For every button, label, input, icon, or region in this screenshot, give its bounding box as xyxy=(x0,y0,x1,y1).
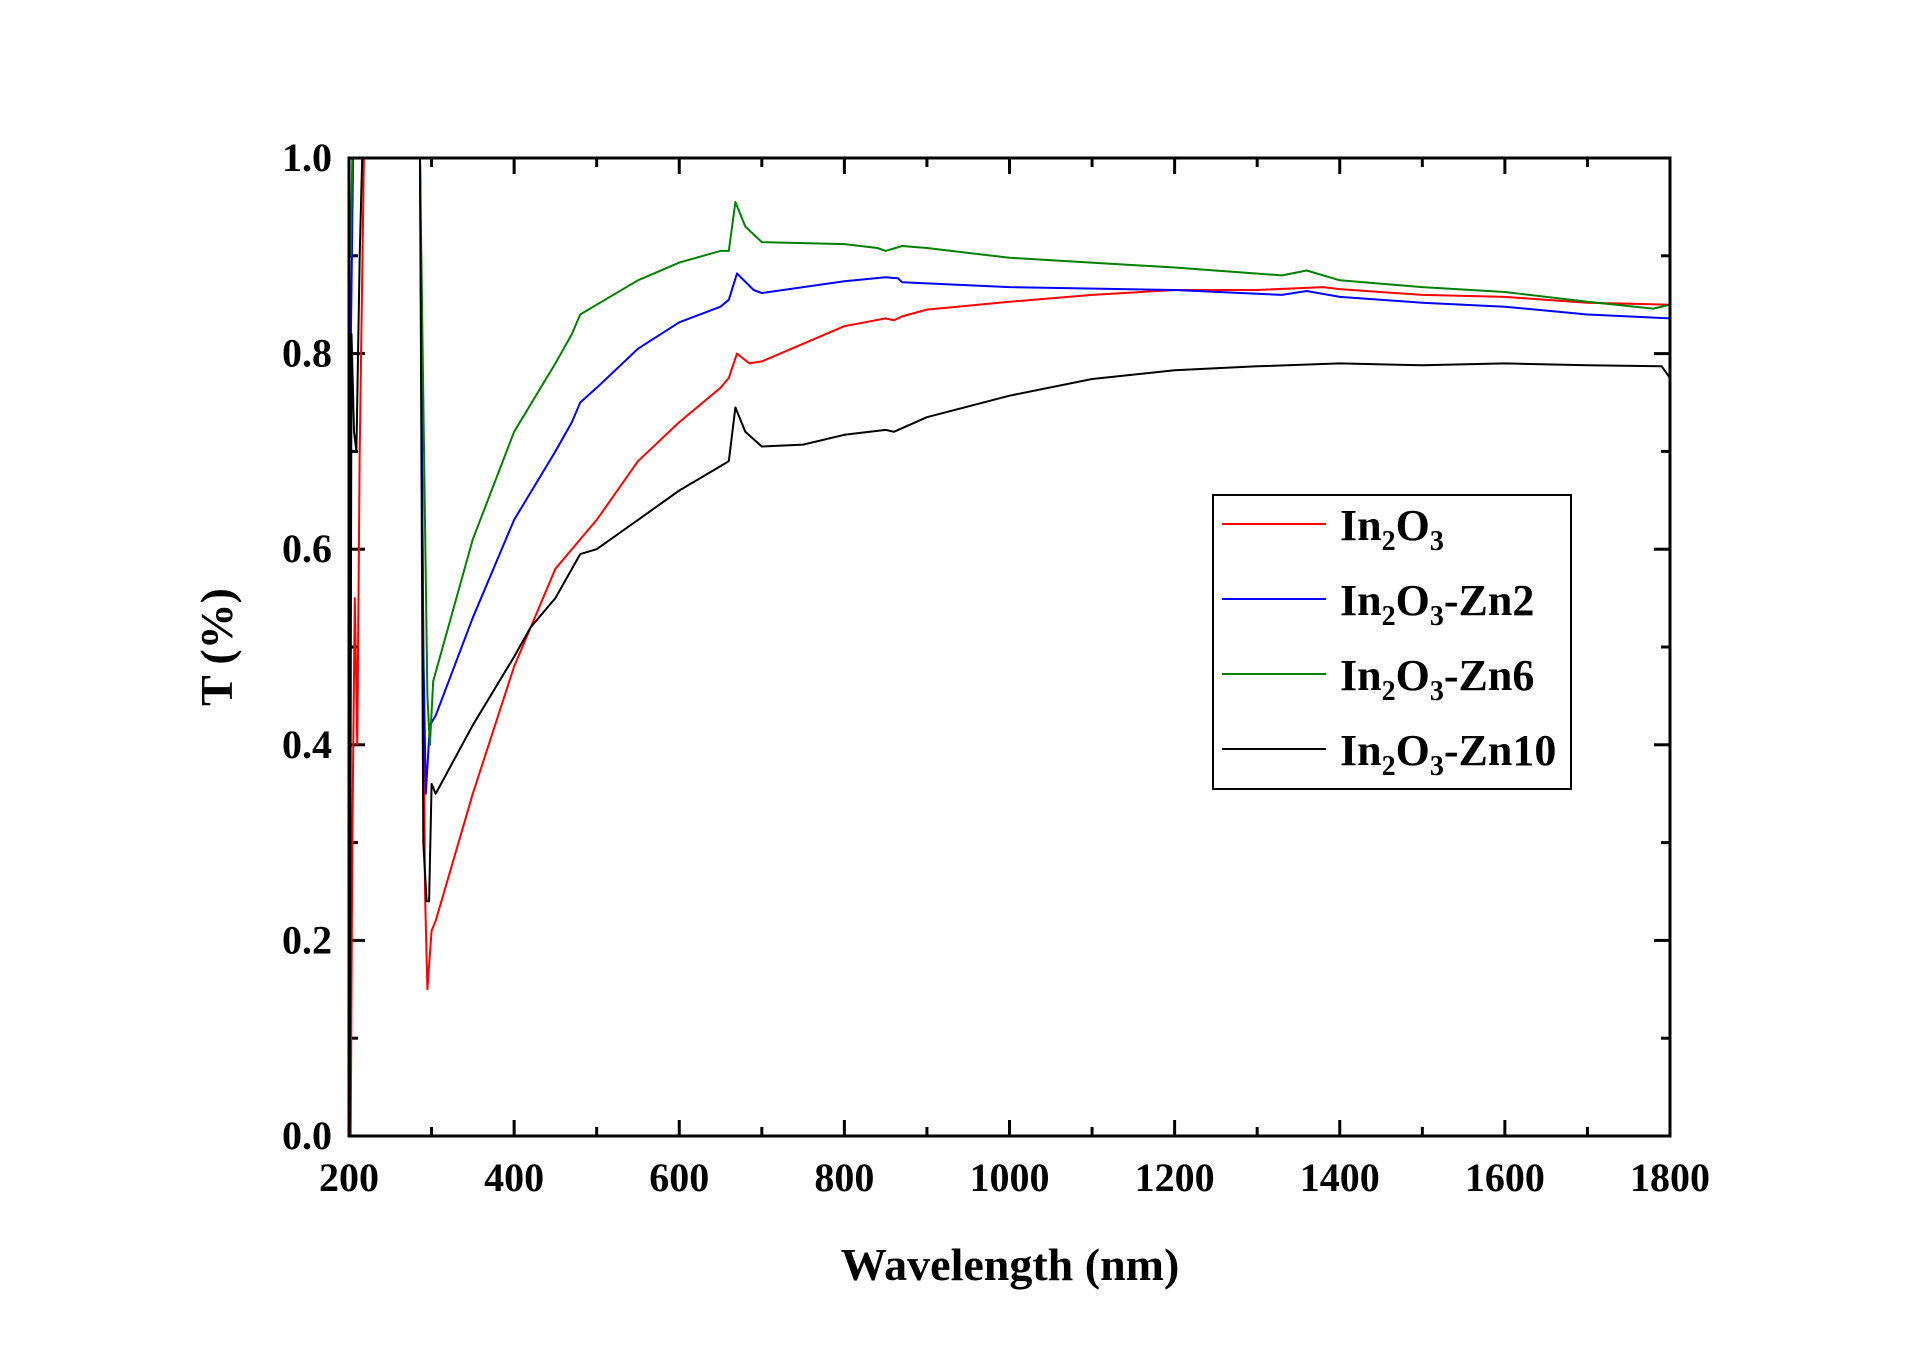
legend-item: In2O3-Zn10 xyxy=(1222,726,1556,782)
legend: In2O3 In2O3-Zn2 In2O3-Zn6 In2O3-Zn10 xyxy=(1212,494,1572,790)
legend-box xyxy=(1212,494,1572,790)
plot-frame xyxy=(347,156,1672,1138)
series-group xyxy=(349,158,1670,1136)
legend-item: In2O3-Zn2 xyxy=(1222,576,1534,632)
x-tick-label: 200 xyxy=(319,1155,379,1200)
x-axis-title: Wavelength (nm) xyxy=(841,1239,1180,1290)
x-tick-label: 800 xyxy=(814,1155,874,1200)
y-tick-labels: 0.0 0.2 0.4 0.6 0.8 1.0 xyxy=(282,135,332,1158)
y-tick-label: 0.4 xyxy=(282,722,332,767)
legend-item: In2O3 xyxy=(1222,501,1444,557)
legend-label: In2O3-Zn2 xyxy=(1340,576,1534,632)
x-tick-label: 1800 xyxy=(1630,1155,1710,1200)
y-tick-label: 1.0 xyxy=(282,135,332,180)
x-tick-labels: 200 400 600 800 1000 1200 1400 1600 1800 xyxy=(319,1155,1710,1200)
x-tick-label: 1000 xyxy=(970,1155,1050,1200)
legend-label: In2O3-Zn6 xyxy=(1340,651,1534,707)
x-tick-label: 1600 xyxy=(1465,1155,1545,1200)
y-axis-title: T (%) xyxy=(191,588,242,706)
y-tick-label: 0.6 xyxy=(282,526,332,571)
series-line-in2o3-zn6 xyxy=(349,158,1670,746)
y-tick-label: 0.0 xyxy=(282,1113,332,1158)
x-tick-label: 1200 xyxy=(1135,1155,1215,1200)
x-tick-label: 1400 xyxy=(1300,1155,1380,1200)
x-tick-label: 400 xyxy=(484,1155,544,1200)
y-tick-label: 0.2 xyxy=(282,917,332,962)
x-tick-label: 600 xyxy=(649,1155,709,1200)
series-line-in2o3-zn10 xyxy=(349,158,1670,1136)
legend-label: In2O3-Zn10 xyxy=(1340,726,1556,782)
legend-item: In2O3-Zn6 xyxy=(1222,651,1534,707)
legend-label: In2O3 xyxy=(1340,501,1444,557)
y-tick-label: 0.8 xyxy=(282,331,332,376)
